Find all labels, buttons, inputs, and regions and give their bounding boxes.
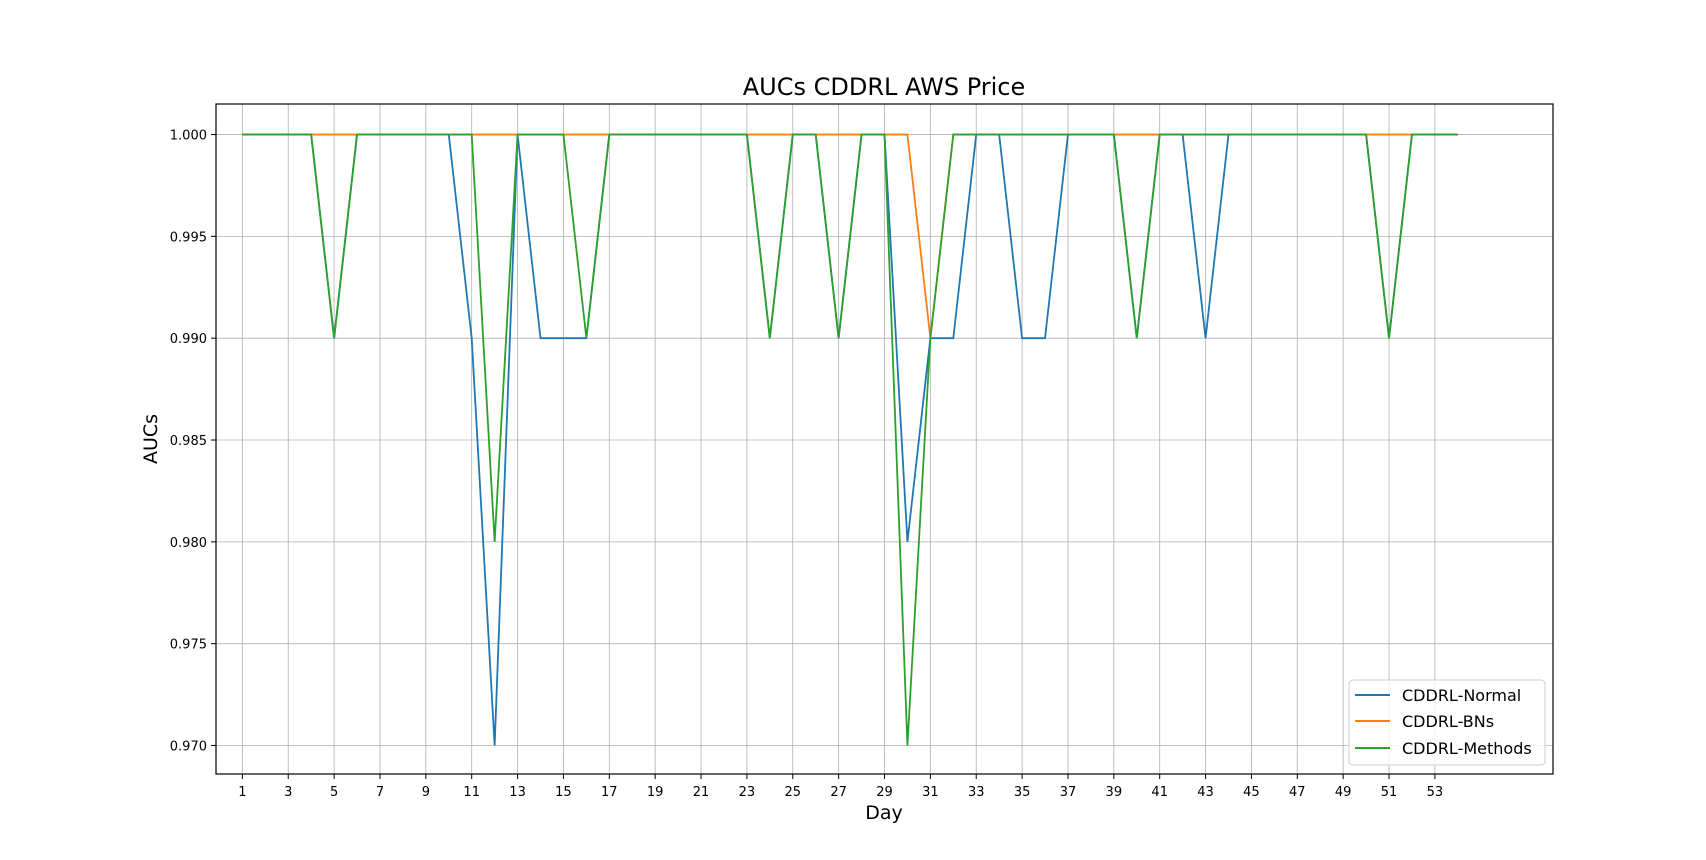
y-tick-label: 0.985 xyxy=(170,434,207,449)
y-tick-label: 0.995 xyxy=(170,230,207,245)
x-tick-label: 13 xyxy=(509,785,526,800)
y-axis-label: AUCs xyxy=(140,414,162,464)
x-tick-label: 27 xyxy=(830,785,847,800)
x-tick-label: 29 xyxy=(876,785,893,800)
x-tick-label: 9 xyxy=(422,785,430,800)
x-tick-label: 53 xyxy=(1427,785,1444,800)
x-tick-label: 45 xyxy=(1243,785,1260,800)
x-tick-label: 47 xyxy=(1289,785,1306,800)
x-tick-label: 49 xyxy=(1335,785,1352,800)
y-tick-label: 0.990 xyxy=(170,332,207,347)
chart-title: AUCs CDDRL AWS Price xyxy=(743,73,1026,101)
y-tick-label: 0.970 xyxy=(170,739,207,754)
x-tick-label: 5 xyxy=(330,785,338,800)
y-tick-label: 0.975 xyxy=(170,638,207,653)
x-tick-label: 11 xyxy=(463,785,480,800)
x-axis-label: Day xyxy=(865,802,903,824)
legend: CDDRL-Normal CDDRL-BNs CDDRL-Methods xyxy=(1348,679,1546,766)
x-tick-label: 7 xyxy=(376,785,384,800)
x-tick-label: 37 xyxy=(1060,785,1077,800)
x-axis-ticks: 1 3 5 7 9 11 13 15 17 19 21 23 25 27 29 31 33 35 37 39 41 43 4… xyxy=(238,774,1443,800)
legend-label-methods: CDDRL-Methods xyxy=(1402,739,1532,758)
grid xyxy=(216,104,1553,774)
x-tick-label: 35 xyxy=(1014,785,1031,800)
x-tick-label: 33 xyxy=(968,785,985,800)
x-tick-label: 19 xyxy=(647,785,664,800)
y-tick-label: 0.980 xyxy=(170,536,207,551)
y-tick-label: 1.000 xyxy=(170,129,207,144)
series-group xyxy=(242,133,1458,746)
x-tick-label: 43 xyxy=(1197,785,1214,800)
x-tick-label: 15 xyxy=(555,785,572,800)
series-line-cddrl-methods xyxy=(242,133,1458,746)
x-tick-label: 31 xyxy=(922,785,939,800)
x-tick-label: 41 xyxy=(1151,785,1168,800)
x-tick-label: 17 xyxy=(601,785,618,800)
x-tick-label: 3 xyxy=(284,785,292,800)
x-tick-label: 23 xyxy=(739,785,756,800)
x-tick-label: 51 xyxy=(1381,785,1398,800)
x-tick-label: 25 xyxy=(784,785,801,800)
legend-frame xyxy=(1348,679,1546,766)
x-tick-label: 21 xyxy=(693,785,710,800)
legend-label-bns: CDDRL-BNs xyxy=(1402,712,1494,731)
x-tick-label: 39 xyxy=(1106,785,1123,800)
y-axis-ticks: 0.970 0.975 0.980 0.985 0.990 0.995 1.000 xyxy=(170,129,216,754)
x-tick-label: 1 xyxy=(238,785,246,800)
legend-label-normal: CDDRL-Normal xyxy=(1402,686,1521,705)
